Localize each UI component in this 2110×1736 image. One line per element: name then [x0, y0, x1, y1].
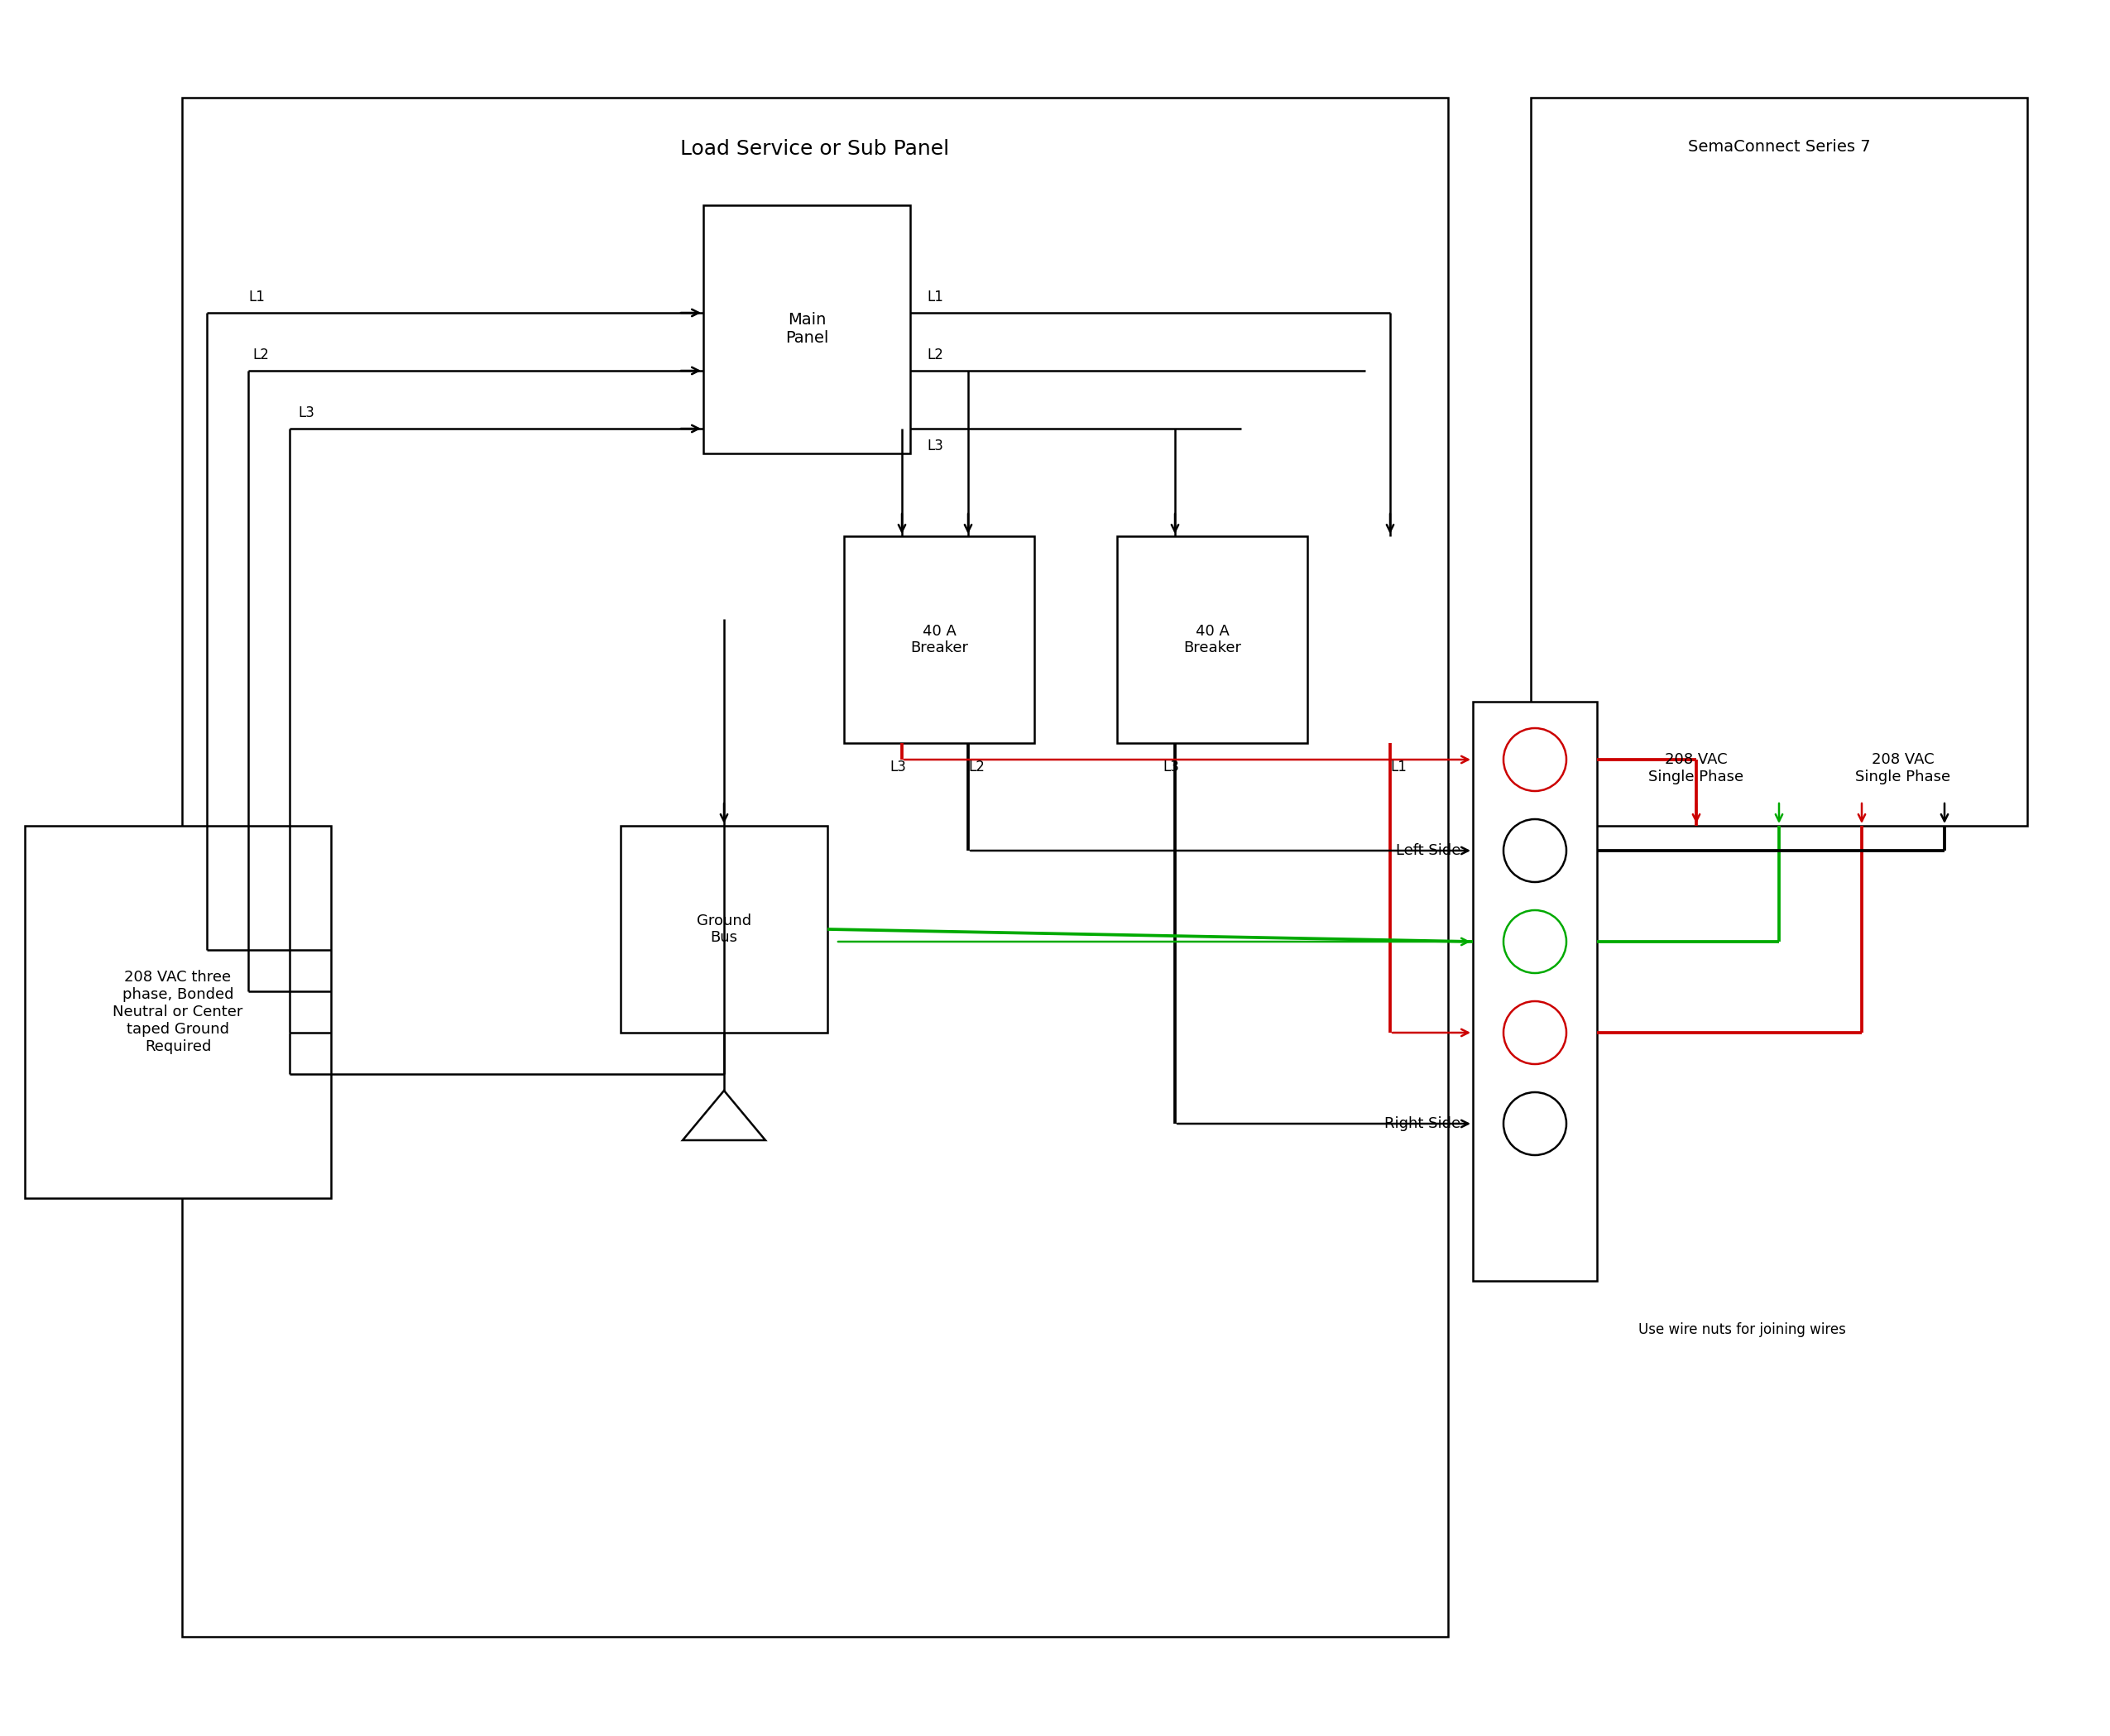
Text: 208 VAC
Single Phase: 208 VAC Single Phase: [1648, 752, 1743, 785]
Text: Ground
Bus: Ground Bus: [696, 913, 751, 946]
Text: Use wire nuts for joining wires: Use wire nuts for joining wires: [1637, 1323, 1846, 1337]
Text: L1: L1: [1390, 760, 1407, 774]
Text: L3: L3: [926, 439, 943, 453]
Text: 208 VAC
Single Phase: 208 VAC Single Phase: [1855, 752, 1952, 785]
Circle shape: [1504, 910, 1566, 974]
Bar: [1473, 701, 1597, 1281]
Text: L3: L3: [890, 760, 905, 774]
Bar: [703, 205, 909, 453]
Text: SemaConnect Series 7: SemaConnect Series 7: [1688, 139, 1869, 155]
Text: L1: L1: [249, 290, 264, 304]
Text: 40 A
Breaker: 40 A Breaker: [909, 623, 968, 656]
Text: 208 VAC three
phase, Bonded
Neutral or Center
taped Ground
Required: 208 VAC three phase, Bonded Neutral or C…: [112, 970, 243, 1054]
Text: L2: L2: [968, 760, 985, 774]
Text: L2: L2: [926, 347, 943, 363]
Bar: [25, 826, 331, 1198]
Text: Main
Panel: Main Panel: [785, 312, 829, 345]
Bar: [844, 536, 1034, 743]
Text: L3: L3: [298, 406, 314, 420]
Circle shape: [1504, 1092, 1566, 1154]
Bar: [1530, 97, 2028, 826]
Text: Load Service or Sub Panel: Load Service or Sub Panel: [682, 139, 949, 160]
Circle shape: [1504, 1002, 1566, 1064]
Text: 40 A
Breaker: 40 A Breaker: [1184, 623, 1241, 656]
Text: L3: L3: [1163, 760, 1179, 774]
Bar: [620, 826, 827, 1033]
Text: L1: L1: [926, 290, 943, 304]
Circle shape: [1504, 727, 1566, 792]
Text: Right Side: Right Side: [1384, 1116, 1460, 1132]
Polygon shape: [684, 1090, 766, 1141]
Bar: [1116, 536, 1308, 743]
Text: Left Side: Left Side: [1395, 844, 1460, 858]
Text: L2: L2: [253, 347, 268, 363]
Circle shape: [1504, 819, 1566, 882]
Bar: [181, 97, 1447, 1637]
